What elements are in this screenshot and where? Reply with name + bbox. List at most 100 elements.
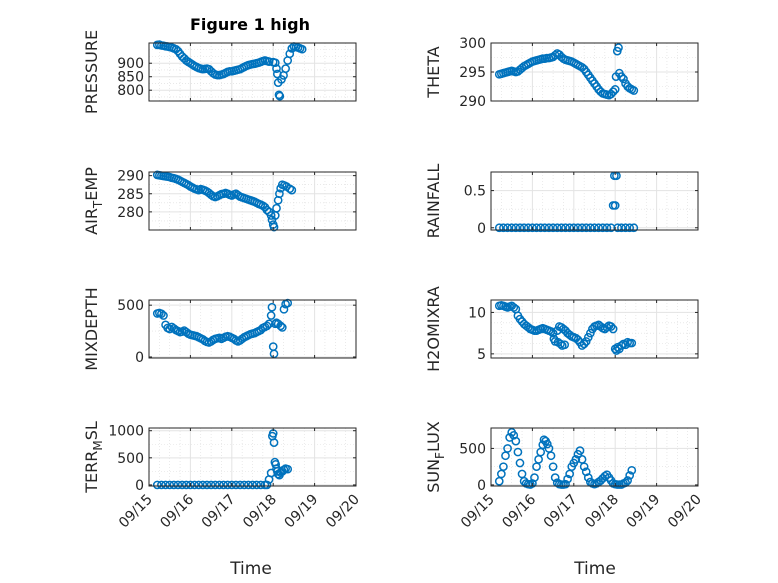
y-axis-label: TERRMSL [82, 421, 105, 494]
y-axis-label: RAINFALL [424, 164, 443, 239]
y-axis-label-main: AIR [82, 208, 101, 235]
data-point [540, 223, 550, 233]
data-point [600, 471, 610, 481]
data-point [264, 57, 274, 66]
data-series [152, 298, 293, 359]
x-tick-label: 09/19 [282, 492, 322, 532]
data-point [206, 480, 216, 490]
data-point [275, 91, 285, 101]
data-point [586, 328, 595, 338]
figure-title: Figure 1 high [190, 15, 310, 34]
data-point [610, 85, 620, 94]
data-point [627, 338, 637, 348]
y-axis-label-sub: M [91, 440, 105, 450]
data-point [627, 465, 637, 475]
data-point [152, 480, 162, 490]
data-point [544, 223, 554, 233]
data-point [552, 223, 562, 233]
data-point [546, 451, 556, 461]
y-axis-label-main: TERR [82, 451, 101, 494]
y-axis-label-main: PRESSURE [82, 30, 101, 114]
data-point [511, 223, 521, 233]
data-point [287, 185, 297, 195]
data-point [269, 438, 279, 447]
axes-box [490, 299, 699, 359]
data-point [223, 480, 233, 490]
y-axis-label-sub: T [91, 200, 105, 209]
x-tick-label: 09/18 [240, 492, 280, 532]
data-point [561, 223, 570, 233]
y-axis-label: SUNFLUX [424, 421, 447, 493]
data-point [227, 480, 237, 490]
data-point [530, 473, 539, 482]
data-point [577, 223, 587, 233]
x-tick-label: 09/17 [541, 492, 581, 532]
axes-box [490, 171, 699, 231]
data-point [579, 462, 589, 472]
data-point [277, 323, 287, 332]
y-tick-label: 0 [135, 478, 144, 494]
data-point [285, 49, 295, 59]
data-point [602, 223, 612, 233]
x-tick-label: 09/15 [458, 492, 498, 532]
data-point [262, 480, 272, 490]
data-point [262, 321, 272, 331]
data-point [515, 458, 525, 468]
y-tick-label: 500 [117, 451, 144, 467]
data-point [610, 201, 620, 210]
data-point [594, 223, 603, 233]
data-point [285, 184, 295, 194]
y-axis-label-main: H2OMIXRA [424, 286, 443, 372]
data-point [235, 480, 245, 490]
y-axis-label-sub: F [433, 452, 447, 459]
data-point [157, 309, 166, 319]
x-tick-label: 09/16 [157, 491, 197, 531]
x-tick-label: 09/20 [323, 492, 363, 532]
data-point [623, 476, 632, 485]
plot-area [149, 428, 356, 486]
data-point [248, 480, 257, 490]
data-point [565, 223, 575, 233]
data-point [617, 72, 626, 81]
data-series [152, 170, 297, 232]
panel-rainfall: 0 0.5 RAINFALL [424, 164, 699, 239]
data-series [152, 40, 307, 101]
y-tick-label: 900 [117, 56, 144, 72]
y-axis-label-rest: SL [82, 421, 101, 440]
data-point [561, 479, 570, 489]
data-series [494, 171, 639, 233]
y-tick-label: 0 [477, 221, 486, 237]
data-point [287, 44, 297, 53]
panel-sunflux: 0 500 09/15 09/16 09/17 09/18 09/19 09/20 SUNFLU… [424, 421, 705, 531]
data-point [276, 321, 286, 331]
data-point [252, 480, 261, 490]
plot-area [149, 172, 356, 230]
data-point [231, 480, 241, 490]
axes-box [148, 171, 357, 231]
data-point [560, 340, 570, 350]
data-point [499, 223, 508, 233]
data-point [569, 223, 579, 233]
data-point [621, 223, 630, 233]
data-point [165, 324, 175, 334]
y-axis-label: MIXDEPTH [82, 287, 101, 370]
data-point [515, 223, 525, 233]
data-point [503, 444, 512, 453]
x-tick-label: 09/20 [665, 492, 705, 532]
data-point [556, 339, 565, 349]
data-point [266, 311, 276, 320]
data-point [573, 335, 583, 345]
data-point [283, 464, 293, 474]
y-tick-label: 5 [477, 347, 486, 363]
y-axis-label-main: SUN [424, 459, 443, 493]
data-point [590, 223, 599, 233]
y-axis-label-rest: EMP [82, 167, 101, 201]
x-tick-label: 09/17 [199, 492, 239, 532]
data-point [509, 303, 519, 312]
data-point [548, 223, 558, 233]
data-point [546, 327, 556, 336]
data-point [606, 322, 616, 331]
y-tick-label: 800 [117, 83, 144, 99]
data-point [513, 447, 523, 457]
